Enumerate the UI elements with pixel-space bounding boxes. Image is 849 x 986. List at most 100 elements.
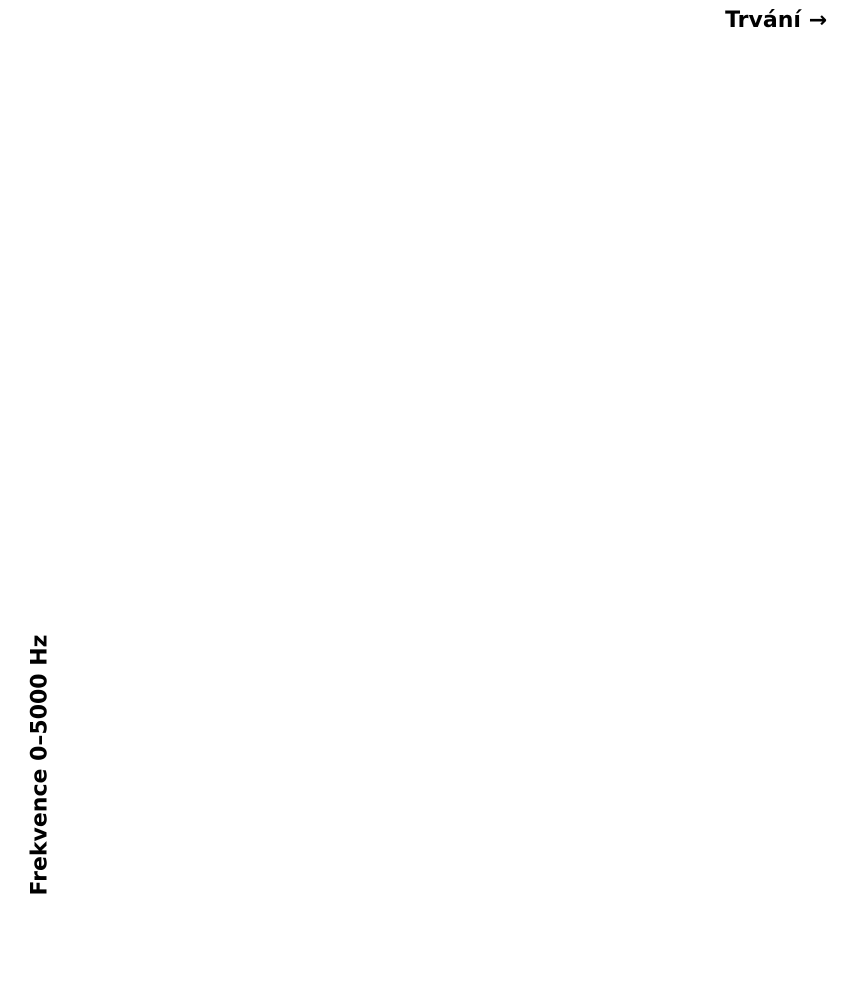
formant-dot xyxy=(334,895,341,901)
formant-dot xyxy=(469,717,476,723)
formant-dot xyxy=(199,895,206,901)
formant-dot xyxy=(529,939,536,945)
formant-dot xyxy=(529,589,536,596)
formant-dot xyxy=(589,939,596,945)
formant-dot xyxy=(642,939,648,945)
formant-dot xyxy=(462,939,468,945)
formant-dot xyxy=(567,589,573,596)
formant-dot xyxy=(282,592,288,599)
formant-dot xyxy=(387,939,393,945)
duration-label: Trvání → xyxy=(725,8,827,33)
formant-dot xyxy=(807,554,813,561)
formant-dot xyxy=(619,596,626,602)
formant-dot xyxy=(769,571,776,578)
formant-dot xyxy=(657,716,663,722)
formant-dot xyxy=(777,948,783,954)
formant-dot xyxy=(672,603,678,610)
formant-dot xyxy=(649,716,656,722)
formant-dot xyxy=(357,706,363,713)
formant-dot xyxy=(537,939,543,945)
formant-dot xyxy=(327,939,333,945)
formant-dot xyxy=(184,939,191,945)
formant-dot xyxy=(364,939,371,945)
formant-dots xyxy=(87,544,836,962)
formant-dot xyxy=(454,895,461,901)
formant-dot xyxy=(694,939,701,945)
formant-dot xyxy=(139,939,146,945)
formant-dot xyxy=(694,895,701,901)
formant-dot xyxy=(544,711,551,718)
formant-dot xyxy=(214,705,221,712)
formant-dot xyxy=(237,939,243,945)
formant-dot xyxy=(552,895,558,901)
formant-dot xyxy=(169,895,176,901)
formant-dot xyxy=(349,939,356,945)
formant-dot xyxy=(822,731,828,738)
formant-dot xyxy=(259,895,266,901)
formant-dot xyxy=(334,704,341,710)
spectrogram-stripes xyxy=(80,529,836,982)
formant-dot xyxy=(679,895,686,901)
formant-dot xyxy=(192,939,198,945)
formant-dot xyxy=(717,592,723,599)
formant-dot xyxy=(709,895,716,901)
formant-dot xyxy=(439,895,446,901)
formant-dot xyxy=(507,715,513,722)
formant-dot xyxy=(274,939,281,945)
formant-dot xyxy=(102,604,108,610)
formant-dot xyxy=(724,720,731,727)
formant-dot xyxy=(829,731,836,738)
formant-dot xyxy=(649,939,656,945)
formant-dot xyxy=(559,724,566,731)
formant-dot xyxy=(154,713,161,719)
formant-dot xyxy=(739,942,746,949)
formant-dot xyxy=(267,701,273,708)
formant-dot xyxy=(702,597,708,604)
formant-dot xyxy=(229,589,236,595)
formant-dot xyxy=(402,939,408,945)
formant-dot xyxy=(642,895,648,901)
formant-dot xyxy=(312,939,318,945)
formant-dot xyxy=(417,895,423,901)
formant-dot xyxy=(297,895,303,901)
formant-dot xyxy=(649,600,656,607)
formant-dot xyxy=(552,939,558,945)
formant-dot xyxy=(537,895,543,901)
formant-dot xyxy=(297,939,303,945)
formant-dot xyxy=(192,708,198,714)
formant-dot xyxy=(169,939,176,945)
formant-dot xyxy=(679,939,686,945)
formant-dot xyxy=(807,730,813,737)
formant-dot xyxy=(514,939,521,945)
formant-dot xyxy=(477,595,483,602)
formant-dot xyxy=(544,895,551,901)
formant-dot xyxy=(807,952,813,959)
formant-dot xyxy=(702,939,708,945)
formant-dot xyxy=(394,605,401,611)
formant-dot xyxy=(544,589,551,595)
formant-dot xyxy=(124,895,131,901)
formant-dot xyxy=(327,895,333,901)
formant-dot xyxy=(462,598,468,604)
formant-dot xyxy=(432,715,438,722)
formant-dot xyxy=(799,729,806,736)
formant-dot xyxy=(694,599,701,606)
formant-dot xyxy=(154,597,161,603)
formant-dot xyxy=(597,939,603,945)
formant-dot xyxy=(604,718,611,725)
formant-dot xyxy=(207,706,213,713)
formant-dot xyxy=(784,564,791,571)
formant-dot xyxy=(357,895,363,901)
formant-dot xyxy=(117,602,123,609)
formant-dot xyxy=(672,895,678,901)
formant-dot xyxy=(387,605,393,611)
formant-dot xyxy=(124,715,131,722)
formant-dot xyxy=(492,593,498,600)
formant-dot xyxy=(207,895,213,901)
formant-dot xyxy=(244,589,251,596)
formant-dot xyxy=(169,711,176,717)
formant-dot xyxy=(582,721,588,728)
formant-dot xyxy=(319,702,326,709)
formant-dot xyxy=(627,597,633,604)
